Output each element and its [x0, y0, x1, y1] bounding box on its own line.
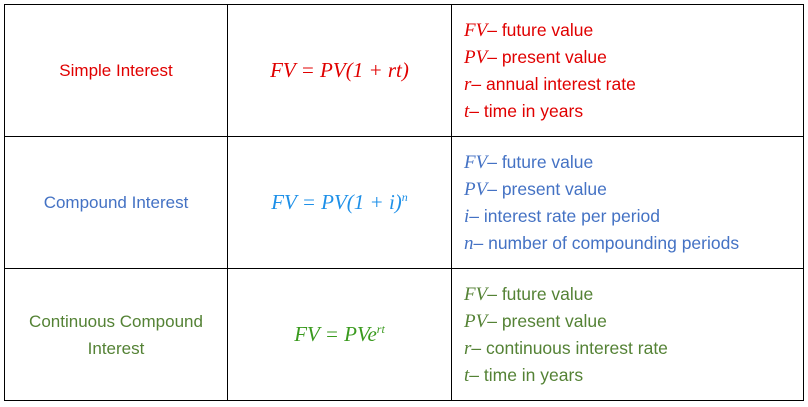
definition-text: – time in years — [469, 100, 584, 121]
definition: r– continuous interest rate — [464, 335, 803, 362]
table-body: Simple Interest FV = PV(1 + rt) FV– future… — [4, 4, 804, 401]
method-name: Compound Interest — [4, 136, 228, 269]
table-row: Simple Interest FV = PV(1 + rt) FV– future… — [4, 4, 804, 137]
definition: t– time in years — [464, 98, 803, 125]
formula: FV = PV(1 + rt) — [270, 58, 409, 82]
definition-symbol: n — [464, 232, 474, 254]
definition-symbol: PV — [464, 310, 488, 332]
definition-symbol: FV — [464, 19, 488, 41]
formula: FV = PVe — [294, 322, 377, 346]
method-name: Simple Interest — [4, 4, 228, 137]
definition-text: – present value — [487, 46, 607, 67]
definition: n– number of compounding periods — [464, 230, 803, 257]
definition: r– annual interest rate — [464, 71, 803, 98]
definition-text: – annual interest rate — [471, 73, 636, 94]
definitions-cell: FV– future value PV– present value r– annu… — [451, 4, 804, 137]
formula: FV = PV(1 + i) — [271, 190, 402, 214]
definition-text: – number of compounding periods — [473, 232, 740, 253]
definition-text: – present value — [487, 310, 607, 331]
definition-text: – continuous interest rate — [471, 337, 668, 358]
definition: t– time in years — [464, 362, 803, 389]
formula-cell: FV = PVert — [227, 268, 452, 401]
definition: i– interest rate per period — [464, 203, 803, 230]
formula-exponent: rt — [376, 322, 385, 336]
definition-symbol: r — [464, 73, 472, 95]
definition-symbol: PV — [464, 178, 488, 200]
definition: FV– future value — [464, 149, 803, 176]
formula-exponent: n — [401, 190, 408, 204]
definition-symbol: t — [464, 364, 470, 386]
definition-text: – interest rate per period — [469, 205, 660, 226]
definition-text: – present value — [487, 178, 607, 199]
definition-symbol: FV — [464, 151, 488, 173]
definitions-cell: FV– future value PV– present value r– cont… — [451, 268, 804, 401]
definition: PV– present value — [464, 44, 803, 71]
interest-table: Simple Interest FV = PV(1 + rt) FV– future… — [4, 4, 804, 401]
definition-symbol: PV — [464, 46, 488, 68]
definition-symbol: FV — [464, 283, 488, 305]
table-row: Continuous Compound Interest FV = PVert FV… — [4, 268, 804, 401]
definition-text: – time in years — [469, 364, 584, 385]
formula-cell: FV = PV(1 + i)n — [227, 136, 452, 269]
definitions-cell: FV– future value PV– present value i– inte… — [451, 136, 804, 269]
definition-text: – future value — [487, 283, 594, 304]
definition: FV– future value — [464, 17, 803, 44]
formula-cell: FV = PV(1 + rt) — [227, 4, 452, 137]
definition-text: – future value — [487, 19, 594, 40]
definition-symbol: r — [464, 337, 472, 359]
method-name: Continuous Compound Interest — [4, 268, 228, 401]
definition-symbol: t — [464, 100, 470, 122]
definition: PV– present value — [464, 308, 803, 335]
definition: FV– future value — [464, 281, 803, 308]
definition-text: – future value — [487, 151, 594, 172]
table-row: Compound Interest FV = PV(1 + i)n FV– futu… — [4, 136, 804, 269]
definition: PV– present value — [464, 176, 803, 203]
definition-symbol: i — [464, 205, 470, 227]
